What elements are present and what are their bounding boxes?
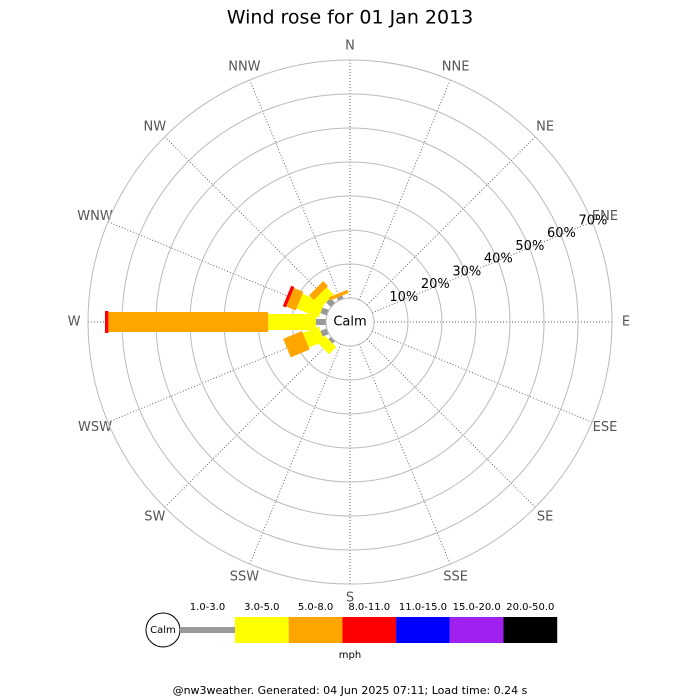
legend-label: 5.0-8.0 [298,602,333,613]
bar-segment [320,307,329,316]
spoke [371,221,593,314]
ring-label: 10% [389,290,418,305]
direction-label: ENE [592,209,618,224]
bar-segment [282,285,295,308]
calm-label: Calm [333,315,366,330]
bar-segment [108,312,269,332]
legend-swatch [180,627,235,633]
bar-segment [296,293,325,318]
legend-swatch [503,617,558,643]
legend-label: 1.0-3.0 [190,602,225,613]
bar-segment [286,287,304,311]
spoke [164,338,334,508]
legend-unit: mph [339,650,361,661]
spoke [358,343,451,565]
direction-label: S [346,591,354,606]
direction-label: WSW [78,420,112,435]
bar-segment [336,295,344,301]
ring-label: 40% [484,252,513,267]
bar-segment [105,311,109,333]
spoke [164,136,334,306]
spoke [366,338,536,508]
legend-swatch [449,617,504,643]
chart-title: Wind rose for 01 Jan 2013 [227,7,474,29]
bar-segment [328,289,349,301]
legend-swatch [235,617,289,643]
calm-circle [325,297,375,347]
spoke [366,136,536,306]
legend-label: 20.0-50.0 [506,602,554,613]
bar-segment [283,331,310,358]
bar-segment [302,326,325,348]
bar-segment [315,319,326,325]
footer: @nw3weather. Generated: 04 Jun 2025 07:1… [173,684,528,697]
spoke [358,79,451,301]
direction-label: WNW [77,209,113,224]
legend-swatch [342,617,397,643]
direction-label: SSW [230,569,260,584]
legend-label: 3.0-5.0 [244,602,279,613]
ring-label: 20% [421,277,450,292]
direction-label: N [345,39,355,54]
legend-calm-label: Calm [150,625,176,636]
legend-label: 11.0-15.0 [399,602,447,613]
bar-segment [320,328,329,337]
legend-swatch [396,617,450,643]
ring-label: 70% [578,213,607,228]
direction-label: NNW [228,60,260,75]
direction-label: W [68,315,81,330]
ring-label: 50% [515,239,544,254]
spoke [249,343,342,565]
direction-label: E [622,315,630,330]
bar-segment [268,314,316,330]
direction-label: NW [144,119,167,134]
direction-label: ESE [593,420,618,435]
direction-label: SSE [443,569,468,584]
legend-label: 15.0-20.0 [453,602,501,613]
legend-label: 8.0-11.0 [348,602,390,613]
spoke [371,330,593,423]
bar-segment [328,336,336,344]
bar-segment [315,287,334,306]
direction-label: NE [536,119,554,134]
direction-label: SE [537,510,553,525]
legend-swatch [288,617,343,643]
ring-label: 60% [547,226,576,241]
bar-segment [309,281,329,301]
direction-label: NNE [442,60,470,75]
ring-label: 30% [452,264,481,279]
ring [87,59,613,585]
spoke [249,79,342,301]
direction-label: SW [144,510,165,525]
